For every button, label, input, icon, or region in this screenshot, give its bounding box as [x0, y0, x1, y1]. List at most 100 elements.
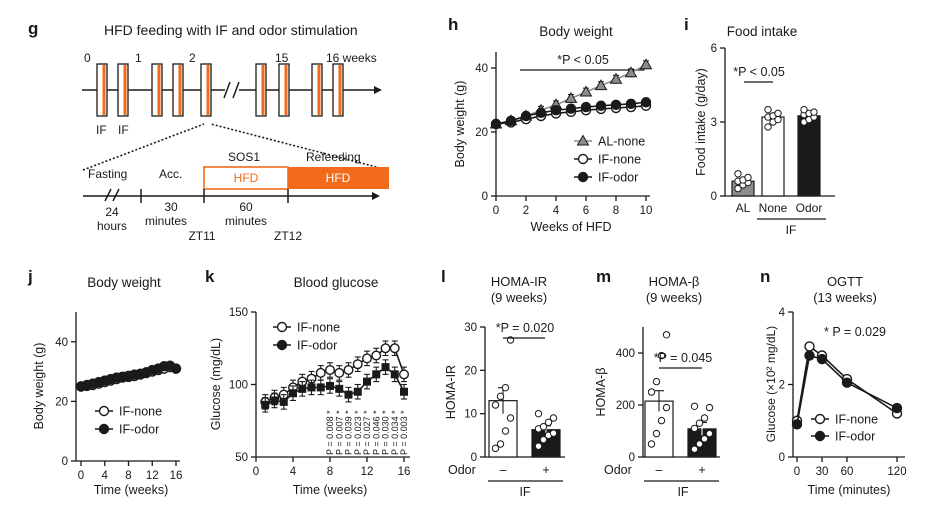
data-point — [580, 101, 592, 113]
x-tick-label: 120 — [887, 466, 906, 478]
legend-label: IF-odor — [119, 423, 159, 437]
dot-point — [700, 435, 709, 443]
hfd-refeeding-box — [288, 167, 389, 189]
p-value-label: P = 0.034 * — [390, 410, 400, 455]
dot-point — [690, 445, 699, 453]
chart-n-ogtt: OGTT(13 weeks) 0 2 4 0 30 60 120 Glucose (×10² m… — [764, 274, 907, 497]
significance-annotation: *P = 0.020 — [496, 321, 555, 335]
zoom-guide-right — [210, 123, 389, 171]
data-point — [791, 419, 803, 430]
y-axis-label: Glucose (mg/dL) — [209, 338, 223, 430]
panel-letter-n: n — [760, 267, 770, 286]
data-point — [550, 105, 562, 116]
dot-point — [662, 403, 671, 412]
dot-point — [734, 170, 742, 178]
data-point — [594, 79, 608, 91]
chart-title: HOMA-IR — [491, 274, 547, 289]
x-tick-label: 30 — [816, 466, 829, 478]
zt12-label: ZT12 — [274, 229, 302, 243]
data-point — [804, 350, 815, 361]
x-tick-label: 2 — [523, 205, 529, 217]
y-tick-label: 6 — [711, 43, 717, 55]
x-axis-label: Time (minutes) — [808, 483, 891, 497]
dot-point — [534, 409, 543, 418]
p-value-label: P = 0.023 * — [353, 410, 363, 455]
if-box — [255, 63, 267, 117]
data-point — [535, 107, 547, 119]
dot-point — [662, 331, 671, 339]
y-axis-label: Glucose (×10² mg/dL) — [764, 326, 778, 442]
data-point — [841, 377, 853, 388]
data-point — [344, 390, 353, 399]
dot-point — [496, 440, 505, 448]
zoom-guide-left — [82, 123, 205, 171]
dot-point — [647, 388, 656, 396]
y-tick-label: 40 — [475, 63, 488, 75]
y-tick-label: 0 — [482, 191, 488, 203]
p-value-label: P = 0.030 * — [381, 410, 391, 455]
dot-point — [549, 414, 558, 422]
x-tick-label: 0 — [794, 466, 800, 478]
if-box — [200, 63, 212, 117]
duration-24: 24 — [105, 205, 119, 219]
y-tick-label: 20 — [475, 127, 488, 139]
data-point — [170, 363, 182, 374]
chart-subtitle: (13 weeks) — [813, 290, 877, 305]
data-point — [371, 350, 382, 361]
chart-title: OGTT — [827, 274, 863, 289]
x-tick-label: 60 — [841, 466, 854, 478]
y-tick-label: 20 — [55, 396, 68, 408]
data-point — [595, 100, 607, 111]
x-tick-label: 12 — [361, 466, 374, 478]
x-tick-label: 16 — [170, 470, 183, 482]
legend-marker — [576, 134, 590, 146]
significance-annotation: *P < 0.05 — [557, 53, 609, 67]
dot-point — [652, 377, 661, 386]
data-point — [279, 397, 288, 406]
schematic-title: HFD feeding with IF and odor stimulation — [104, 22, 358, 38]
panel-letter-j: j — [27, 267, 33, 286]
x-tick-label: 0 — [253, 466, 259, 478]
if-label: IF — [118, 123, 129, 137]
data-point — [564, 91, 578, 103]
legend-marker — [814, 413, 826, 425]
chart-subtitle: (9 weeks) — [491, 290, 547, 305]
p-value-label: P = 0.007 * — [334, 410, 344, 455]
week-tick-1: 1 — [135, 51, 142, 65]
y-tick-label: 50 — [235, 452, 248, 464]
if-box — [96, 63, 108, 117]
dot-point — [544, 418, 553, 427]
data-point — [816, 353, 828, 365]
if-box — [117, 63, 129, 117]
legend-marker — [276, 339, 288, 351]
dot-point — [539, 435, 548, 444]
data-point — [316, 383, 325, 392]
dot-point — [690, 424, 699, 433]
dot-point — [549, 429, 558, 437]
legend-label: AL-none — [598, 135, 645, 149]
data-point — [289, 389, 297, 398]
x-tick-label: 4 — [290, 466, 297, 478]
y-tick-label: 0 — [711, 191, 717, 203]
dot-point — [695, 419, 704, 427]
week-tick-16: 16 weeks — [326, 51, 377, 65]
protocol-arrowhead — [372, 192, 380, 200]
y-tick-label: 40 — [55, 337, 68, 349]
if-box — [278, 63, 290, 117]
chart-i-food-intake: Food intake 0 3 6 Food intake (g/day) AL None O… — [694, 24, 835, 237]
y-tick-label: 100 — [229, 380, 248, 392]
data-point — [372, 370, 381, 379]
panel-letter-i: i — [684, 15, 689, 34]
if-box — [151, 63, 163, 117]
panel-letter-h: h — [448, 15, 458, 34]
x-tick-label: 8 — [327, 466, 333, 478]
panel-letter-k: k — [205, 267, 215, 286]
x-axis-label: Time (weeks) — [94, 483, 169, 497]
data-point — [307, 383, 316, 392]
data-point — [334, 367, 345, 378]
dot-point — [496, 392, 505, 401]
data-point — [610, 99, 622, 111]
group-label: IF — [677, 485, 688, 499]
